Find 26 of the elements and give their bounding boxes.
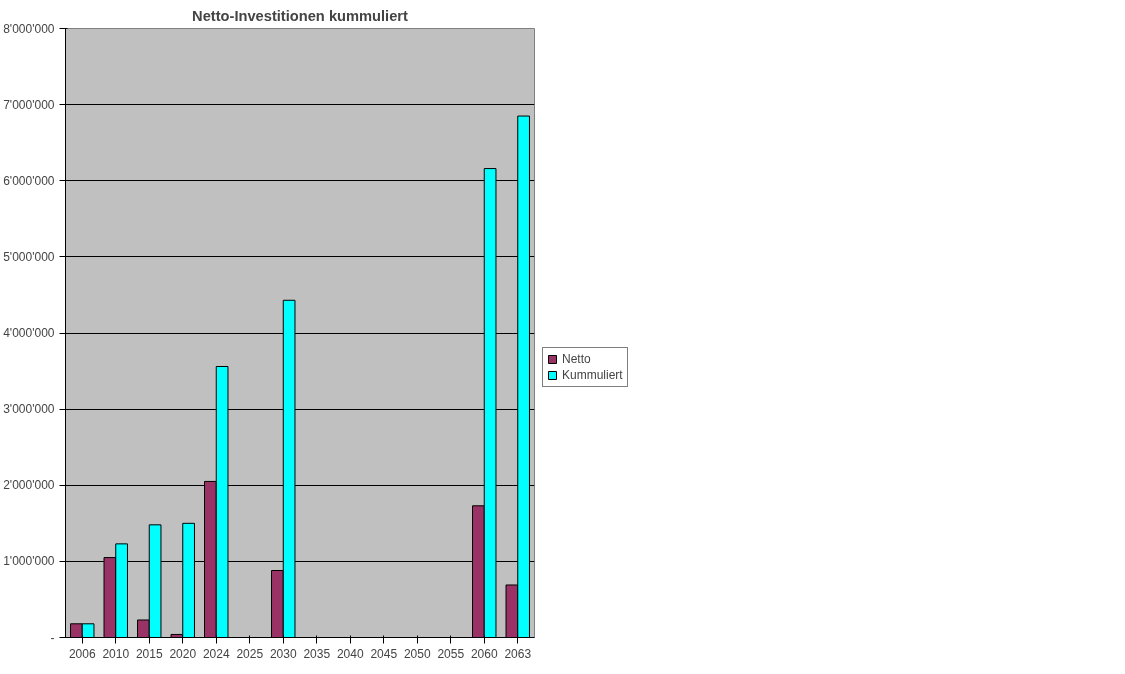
x-tick-label: 2063 — [504, 646, 532, 661]
x-tick-label: 2035 — [303, 646, 331, 661]
x-tick-label: 2015 — [135, 646, 163, 661]
chart-title: Netto-Investitionen kummuliert — [192, 7, 409, 24]
x-tick-label: 2055 — [437, 646, 465, 661]
x-tick-label: 2006 — [68, 646, 96, 661]
y-tick-label: 3'000'000 — [3, 402, 55, 417]
y-tick-label: - — [50, 630, 55, 645]
legend-label: Netto — [562, 352, 591, 366]
y-tick-label: 1'000'000 — [3, 554, 55, 569]
x-tick-label: 2030 — [269, 646, 297, 661]
y-tick-label: 2'000'000 — [3, 478, 55, 493]
x-tick-label: 2050 — [403, 646, 431, 661]
x-tick-label: 2025 — [236, 646, 264, 661]
x-tick-label: 2045 — [370, 646, 398, 661]
x-tick-label: 2020 — [169, 646, 197, 661]
y-tick-label: 6'000'000 — [3, 173, 55, 188]
y-tick-label: 8'000'000 — [3, 21, 55, 36]
x-tick-label: 2040 — [336, 646, 364, 661]
x-tick-label: 2024 — [202, 646, 230, 661]
x-tick-label: 2010 — [102, 646, 130, 661]
x-tick-label: 2060 — [470, 646, 498, 661]
y-tick-label: 4'000'000 — [3, 326, 55, 340]
y-tick-label: 5'000'000 — [3, 249, 55, 264]
legend-label: Kummuliert — [562, 368, 623, 382]
y-tick-label: 7'000'000 — [3, 97, 55, 112]
